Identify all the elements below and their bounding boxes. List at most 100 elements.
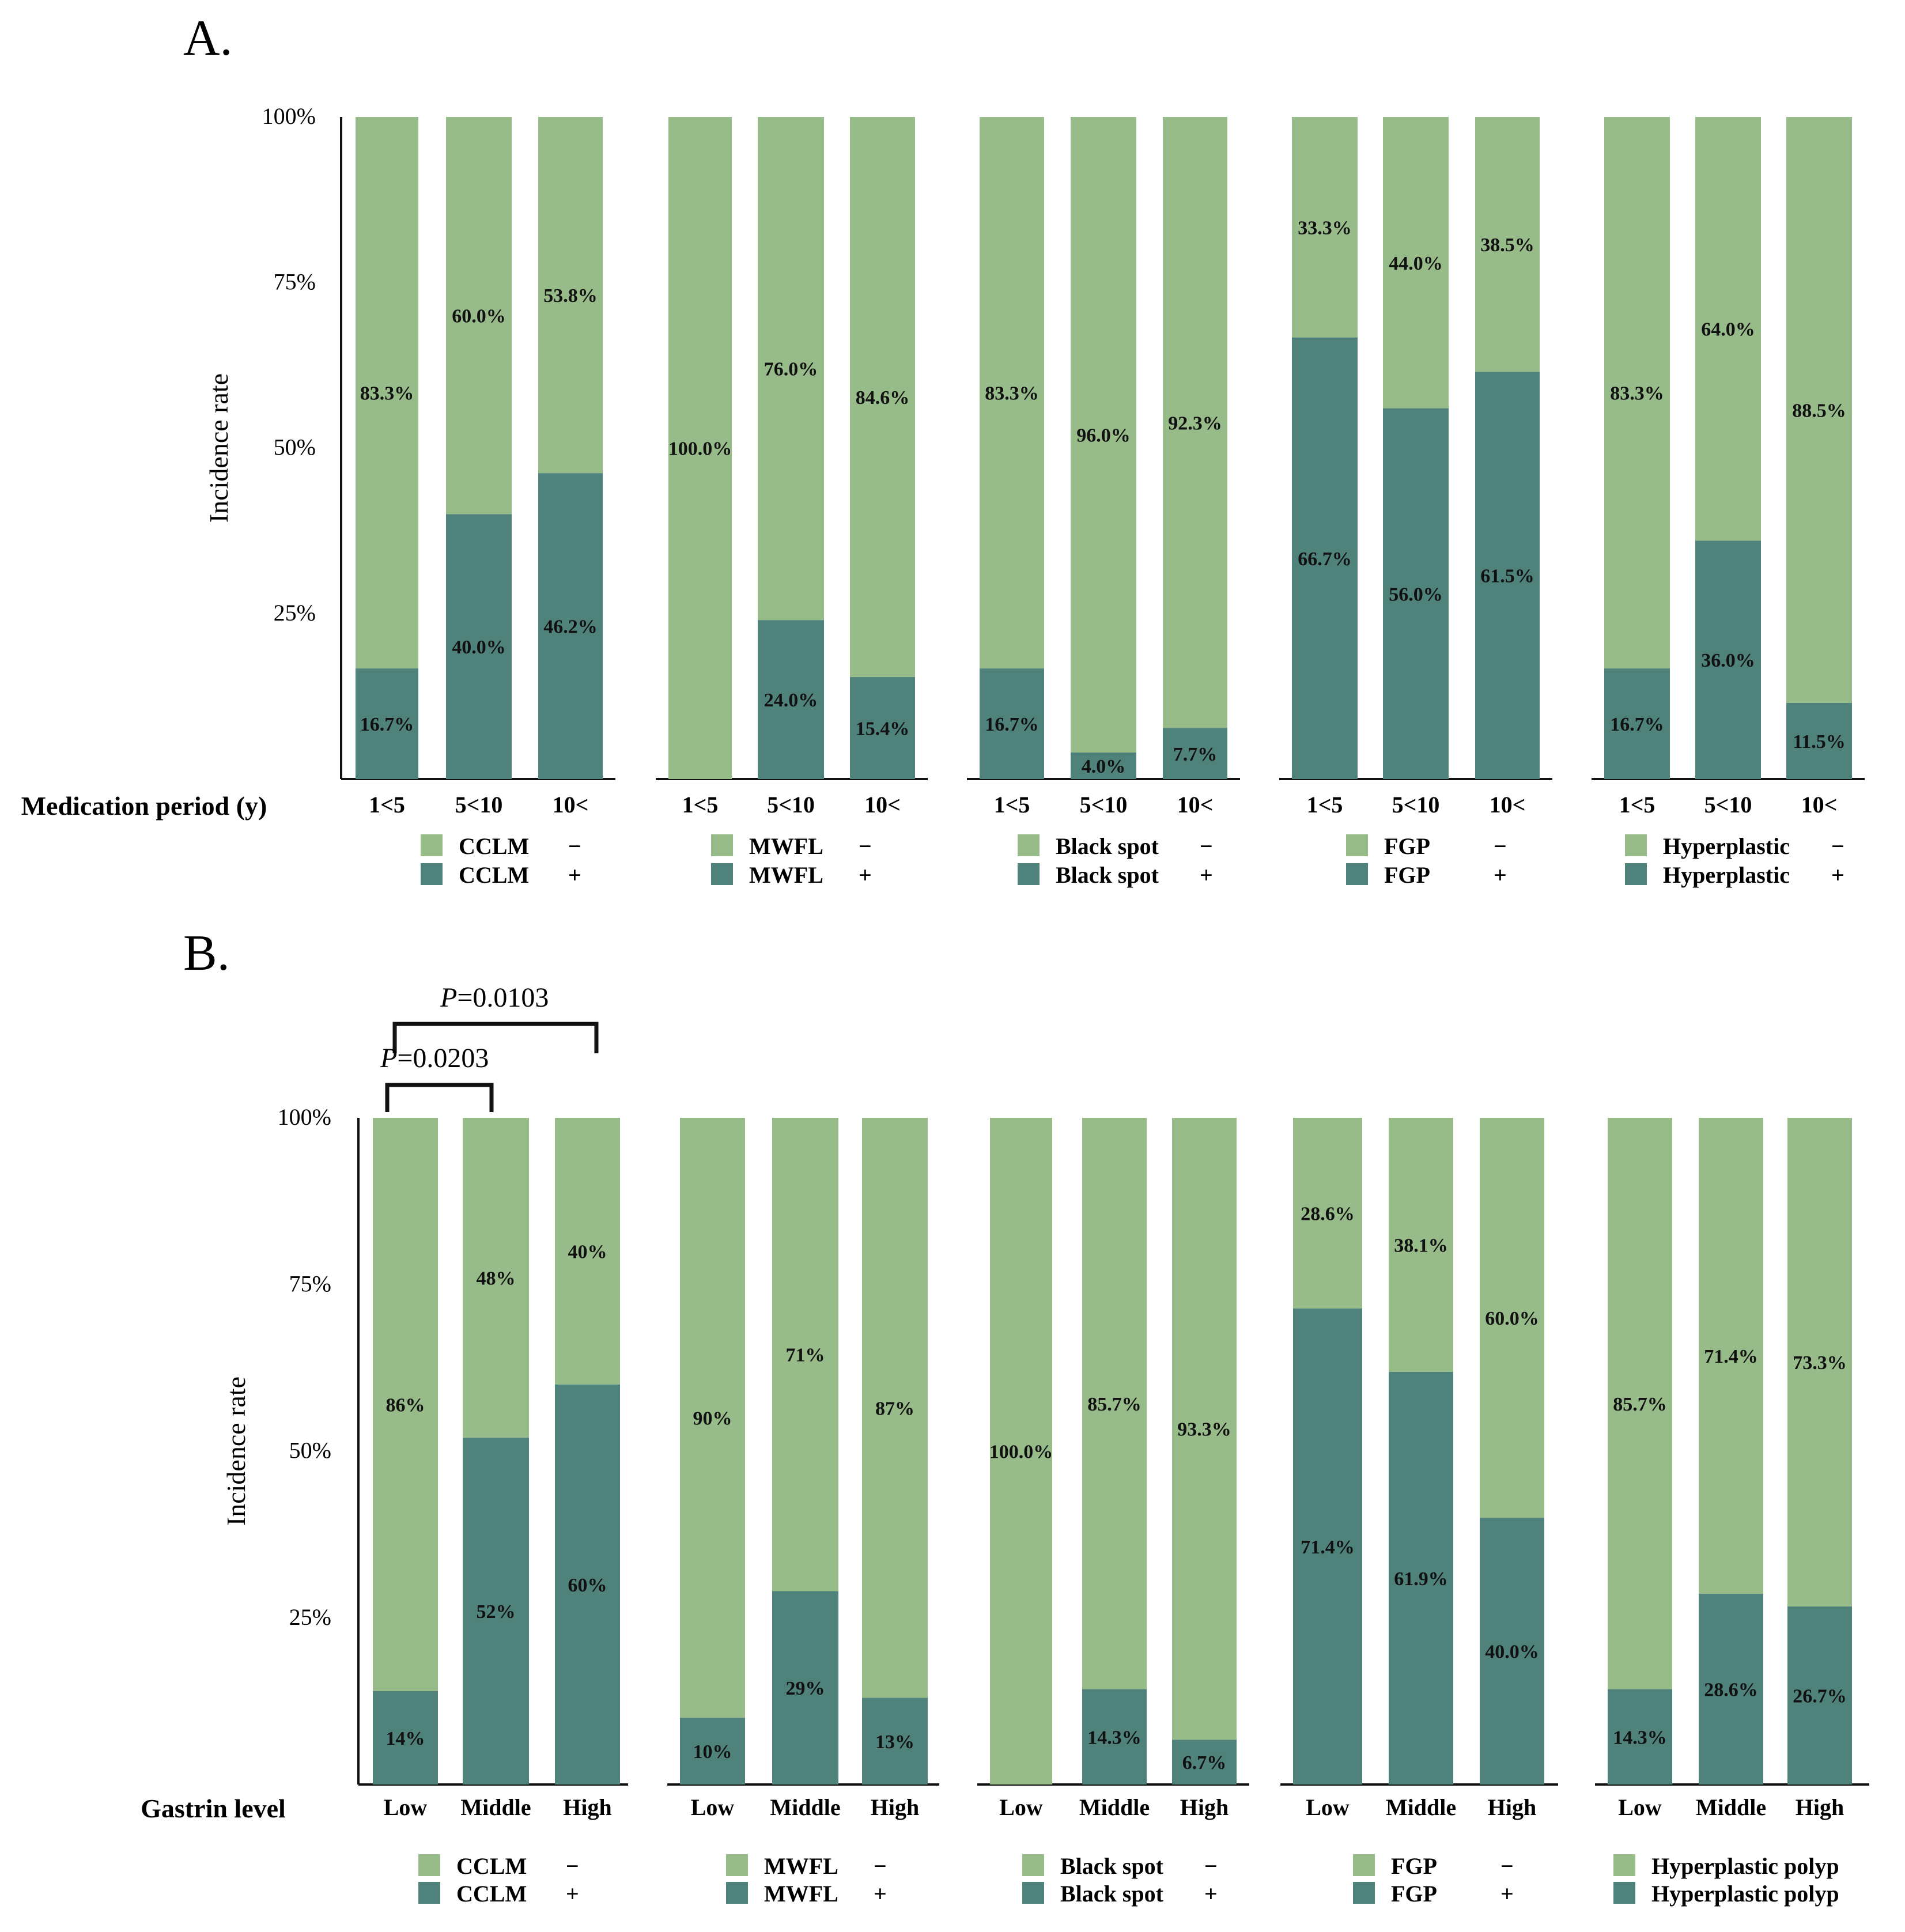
bar-segment-negative bbox=[1604, 117, 1670, 669]
value-label-positive: 13% bbox=[875, 1731, 914, 1753]
bar-segment-positive bbox=[463, 1438, 529, 1784]
x-category-label: High bbox=[1796, 1794, 1844, 1820]
bar-segment-negative bbox=[356, 117, 418, 669]
legend-sign: + bbox=[1200, 862, 1213, 888]
value-label-negative: 83.3% bbox=[360, 383, 414, 404]
legend-swatch bbox=[1625, 863, 1647, 885]
bar-segment-negative bbox=[1389, 1118, 1453, 1372]
legend-label: Black spot bbox=[1056, 862, 1159, 888]
value-label-negative: 96.0% bbox=[1076, 425, 1131, 447]
value-label-positive: 16.7% bbox=[985, 714, 1039, 735]
bar-segment-positive bbox=[850, 677, 915, 779]
bar-segment-positive bbox=[1695, 540, 1761, 779]
bar-segment-positive bbox=[446, 514, 512, 779]
value-label-negative: 60.0% bbox=[1485, 1308, 1539, 1329]
legend-label: FGP bbox=[1391, 1881, 1437, 1907]
panel-label: B. bbox=[183, 925, 230, 981]
x-category-label: 10< bbox=[1801, 792, 1838, 818]
legend-swatch bbox=[726, 1854, 748, 1876]
legend-swatch bbox=[1625, 834, 1647, 856]
legend-swatch bbox=[1022, 1854, 1044, 1876]
bar-segment-negative bbox=[758, 117, 824, 621]
bar-segment-negative bbox=[446, 117, 512, 515]
bar-segment-positive bbox=[1292, 337, 1358, 779]
panel-label: A. bbox=[183, 10, 233, 66]
y-tick-label: 50% bbox=[289, 1438, 331, 1464]
bar-segment-positive bbox=[1293, 1308, 1362, 1784]
legend-sign: − bbox=[874, 1853, 887, 1879]
x-category-label: Low bbox=[1306, 1794, 1350, 1820]
legend-swatch bbox=[418, 1854, 440, 1876]
bar-segment-negative bbox=[1292, 117, 1358, 338]
y-axis-title: Incidence rate bbox=[221, 1377, 251, 1526]
bar-segment-positive bbox=[772, 1591, 838, 1784]
legend-sign: + bbox=[1204, 1881, 1218, 1907]
bar-segment-positive bbox=[1480, 1518, 1544, 1784]
significance-bracket bbox=[385, 1083, 494, 1112]
legend-sign: − bbox=[1204, 1853, 1218, 1879]
legend-label: Black spot bbox=[1060, 1853, 1164, 1879]
bar-segment-negative bbox=[990, 1118, 1052, 1784]
bar-segment-positive bbox=[980, 668, 1044, 779]
y-tick-label: 50% bbox=[274, 434, 316, 460]
bar-segment-positive bbox=[373, 1691, 438, 1784]
legend-label: MWFL bbox=[764, 1853, 838, 1879]
bar-segment-negative bbox=[1786, 117, 1852, 703]
value-label-positive: 29% bbox=[786, 1678, 825, 1699]
bar-segment-negative bbox=[1071, 117, 1136, 753]
bar-segment-negative bbox=[1172, 1118, 1237, 1740]
value-label-negative: 48% bbox=[477, 1268, 516, 1290]
x-category-label: Middle bbox=[770, 1794, 840, 1820]
value-label-negative: 71% bbox=[786, 1345, 825, 1366]
value-label-negative: 88.5% bbox=[1792, 400, 1846, 421]
bar-segment-positive bbox=[1163, 728, 1227, 779]
legend-label: CCLM bbox=[459, 862, 529, 888]
x-axis-title: Gastrin level bbox=[141, 1794, 286, 1823]
value-label-negative: 64.0% bbox=[1701, 319, 1755, 341]
x-category-label: High bbox=[1180, 1794, 1229, 1820]
x-category-label: 1<5 bbox=[1307, 792, 1343, 818]
value-label-negative: 83.3% bbox=[1610, 383, 1664, 404]
value-label-positive: 14% bbox=[386, 1728, 425, 1749]
legend-swatch bbox=[418, 1882, 440, 1904]
bar-segment-negative bbox=[850, 117, 915, 678]
legend-sign: − bbox=[1831, 833, 1844, 859]
x-category-label: Low bbox=[999, 1794, 1043, 1820]
legend-swatch bbox=[1353, 1882, 1375, 1904]
legend-label: MWFL bbox=[749, 833, 823, 859]
value-label-negative: 90% bbox=[693, 1408, 732, 1430]
legend-label: Hyperplastic polyp bbox=[1651, 1881, 1839, 1907]
bar-segment-negative bbox=[1082, 1118, 1147, 1689]
x-category-label: 1<5 bbox=[1619, 792, 1655, 818]
bar-segment-positive bbox=[1604, 668, 1670, 779]
x-category-label: Middle bbox=[1079, 1794, 1150, 1820]
legend-sign: + bbox=[1500, 1881, 1514, 1907]
x-category-label: 1<5 bbox=[994, 792, 1030, 818]
value-label-negative: 100.0% bbox=[668, 438, 732, 460]
bar-segment-negative bbox=[862, 1118, 928, 1698]
value-label-negative: 87% bbox=[875, 1398, 914, 1419]
bar-segment-negative bbox=[1163, 117, 1227, 728]
p-symbol: P bbox=[440, 982, 457, 1013]
value-label-negative: 71.4% bbox=[1704, 1346, 1758, 1367]
y-axis-title: Incidence rate bbox=[204, 373, 233, 523]
bar-segment-negative bbox=[1787, 1118, 1852, 1607]
bar-segment-positive bbox=[1475, 372, 1540, 779]
value-label-positive: 36.0% bbox=[1701, 650, 1755, 671]
legend-label: Hyperplastic bbox=[1663, 833, 1790, 859]
legend-label: MWFL bbox=[749, 862, 823, 888]
significance-bracket bbox=[392, 1022, 599, 1053]
value-label-negative: 76.0% bbox=[764, 359, 818, 380]
value-label-negative: 38.5% bbox=[1480, 235, 1534, 256]
bar-segment-negative bbox=[1695, 117, 1761, 541]
bar-segment-positive bbox=[758, 620, 824, 779]
legend-sign: + bbox=[859, 862, 872, 888]
legend-sign: − bbox=[1500, 1853, 1514, 1879]
bar-segment-negative bbox=[555, 1118, 620, 1385]
value-label-positive: 46.2% bbox=[543, 617, 598, 638]
value-label-negative: 44.0% bbox=[1389, 253, 1443, 274]
value-label-negative: 92.3% bbox=[1168, 413, 1222, 434]
y-tick-label: 75% bbox=[289, 1271, 331, 1296]
legend-sign: − bbox=[859, 833, 872, 859]
value-label-positive: 24.0% bbox=[764, 690, 818, 711]
